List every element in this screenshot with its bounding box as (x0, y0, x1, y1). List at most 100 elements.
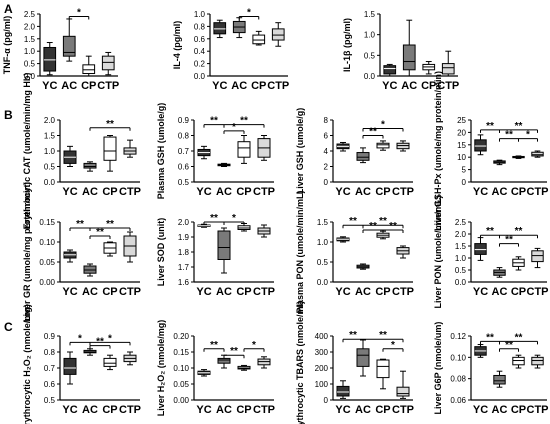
x-tick-label: AC (492, 186, 508, 198)
x-tick-label: CP (375, 186, 390, 198)
y-tick-label: 2.0 (455, 230, 467, 239)
x-tick-label: AC (492, 404, 508, 416)
x-tick-label: AC (492, 286, 508, 298)
significance-label: ** (96, 337, 104, 348)
y-tick-label: 0.10 (450, 353, 466, 362)
y-tick-label: 0.5 (178, 178, 190, 187)
significance-label: ** (515, 121, 523, 132)
x-tick-label: CTP (437, 80, 459, 92)
significance-label: ** (369, 221, 377, 232)
box-cp (252, 34, 266, 45)
x-tick-label: CP (511, 404, 526, 416)
y-tick-label: 400 (315, 332, 329, 341)
y-tick-label: 0.7 (178, 147, 190, 156)
x-tick-label: CP (511, 186, 526, 198)
box-ac (217, 230, 231, 260)
y-tick-label: 0.12 (450, 332, 466, 341)
significance-label: ** (349, 216, 357, 227)
x-tick-label: AC (216, 404, 232, 416)
y-tick-label: 1.0 (194, 10, 206, 19)
box-ctp (271, 28, 285, 41)
x-tick-label: CTP (527, 404, 549, 416)
y-tick-label: 10 (457, 153, 466, 162)
panel-label-a: A (4, 2, 13, 16)
x-tick-label: AC (401, 80, 417, 92)
y-axis-title: Liver G6P (nmole/um) (433, 322, 443, 415)
box-cp (376, 142, 390, 149)
significance-label: * (381, 120, 385, 131)
box-yc (474, 139, 487, 152)
x-tick-label: CTP (267, 80, 289, 92)
x-tick-label: YC (473, 186, 488, 198)
y-tick-label: 2.0 (24, 22, 36, 31)
box-yc (213, 22, 227, 35)
x-tick-label: AC (355, 404, 371, 416)
significance-label: ** (486, 332, 494, 343)
x-tick-label: CP (375, 404, 390, 416)
significance-label: * (232, 213, 236, 224)
y-tick-label: 20 (457, 128, 466, 137)
y-tick-label: 0.15 (173, 348, 189, 357)
y-tick-label: 1.7 (178, 263, 190, 272)
x-tick-label: AC (216, 186, 232, 198)
y-tick-label: 6 (324, 132, 329, 141)
x-tick-label: YC (62, 404, 77, 416)
y-tick-label: 2.0 (44, 116, 56, 125)
x-tick-label: AC (231, 80, 247, 92)
y-tick-label: 1.5 (455, 242, 467, 251)
y-tick-label: 0.5 (24, 60, 36, 69)
y-tick-label: 2.0 (178, 218, 190, 227)
y-tick-label: 0.6 (178, 163, 190, 172)
box-ac (62, 35, 76, 57)
y-tick-label: 1.5 (317, 218, 329, 227)
y-tick-label: 0.4 (194, 47, 206, 56)
y-tick-label: 0.9 (178, 116, 190, 125)
significance-label: * (391, 340, 395, 351)
x-tick-label: YC (62, 186, 77, 198)
box-ac (356, 348, 370, 367)
y-tick-label: 1.0 (44, 147, 56, 156)
significance-label: ** (369, 127, 377, 138)
y-tick-label: 5 (462, 166, 467, 175)
x-tick-label: CP (102, 404, 117, 416)
significance-label: ** (486, 226, 494, 237)
x-tick-label: CP (236, 286, 251, 298)
significance-label: ** (210, 340, 218, 351)
y-axis-title: Erythrocytic CAT (umole/min/mg Hb) (22, 73, 32, 230)
y-tick-label: 0.0 (24, 72, 36, 81)
y-tick-label: 0.08 (450, 375, 466, 384)
y-tick-label: 0.7 (44, 364, 56, 373)
panel-label-b: B (4, 108, 13, 122)
x-tick-label: CTP (527, 186, 549, 198)
y-tick-label: 0.10 (39, 238, 55, 247)
x-tick-label: YC (335, 186, 350, 198)
y-axis-title: Plasma PON (umole/min/mL) (295, 190, 305, 313)
x-tick-label: CP (236, 186, 251, 198)
y-tick-label: 1.6 (178, 278, 190, 287)
x-tick-label: CP (511, 286, 526, 298)
y-tick-label: 0.5 (364, 51, 376, 60)
x-tick-label: YC (382, 80, 397, 92)
y-axis-title: Erythrocytic TBARS (nmole/ml) (295, 301, 305, 424)
significance-label: * (108, 333, 112, 344)
y-tick-label: 15 (457, 141, 466, 150)
y-tick-label: 0.10 (173, 364, 189, 373)
significance-label: ** (210, 116, 218, 127)
y-axis-title: Liver H₂O₂ (nmole/mg) (156, 320, 166, 417)
y-tick-label: 1.8 (178, 248, 190, 257)
y-tick-label: 0.0 (455, 278, 467, 287)
significance-label: ** (210, 213, 218, 224)
y-axis-title: Erythrocytic H₂O₂ (nmole/mg) (22, 304, 32, 424)
y-tick-label: 0.0 (317, 278, 329, 287)
y-tick-label: 1.0 (24, 47, 36, 56)
x-tick-label: CTP (392, 404, 414, 416)
significance-label: ** (76, 219, 84, 230)
x-tick-label: YC (62, 286, 77, 298)
significance-label: ** (379, 216, 387, 227)
x-tick-label: CTP (97, 80, 119, 92)
y-tick-label: 300 (315, 348, 329, 357)
significance-label: * (526, 130, 530, 141)
significance-label: ** (96, 227, 104, 238)
significance-label: ** (240, 116, 248, 127)
